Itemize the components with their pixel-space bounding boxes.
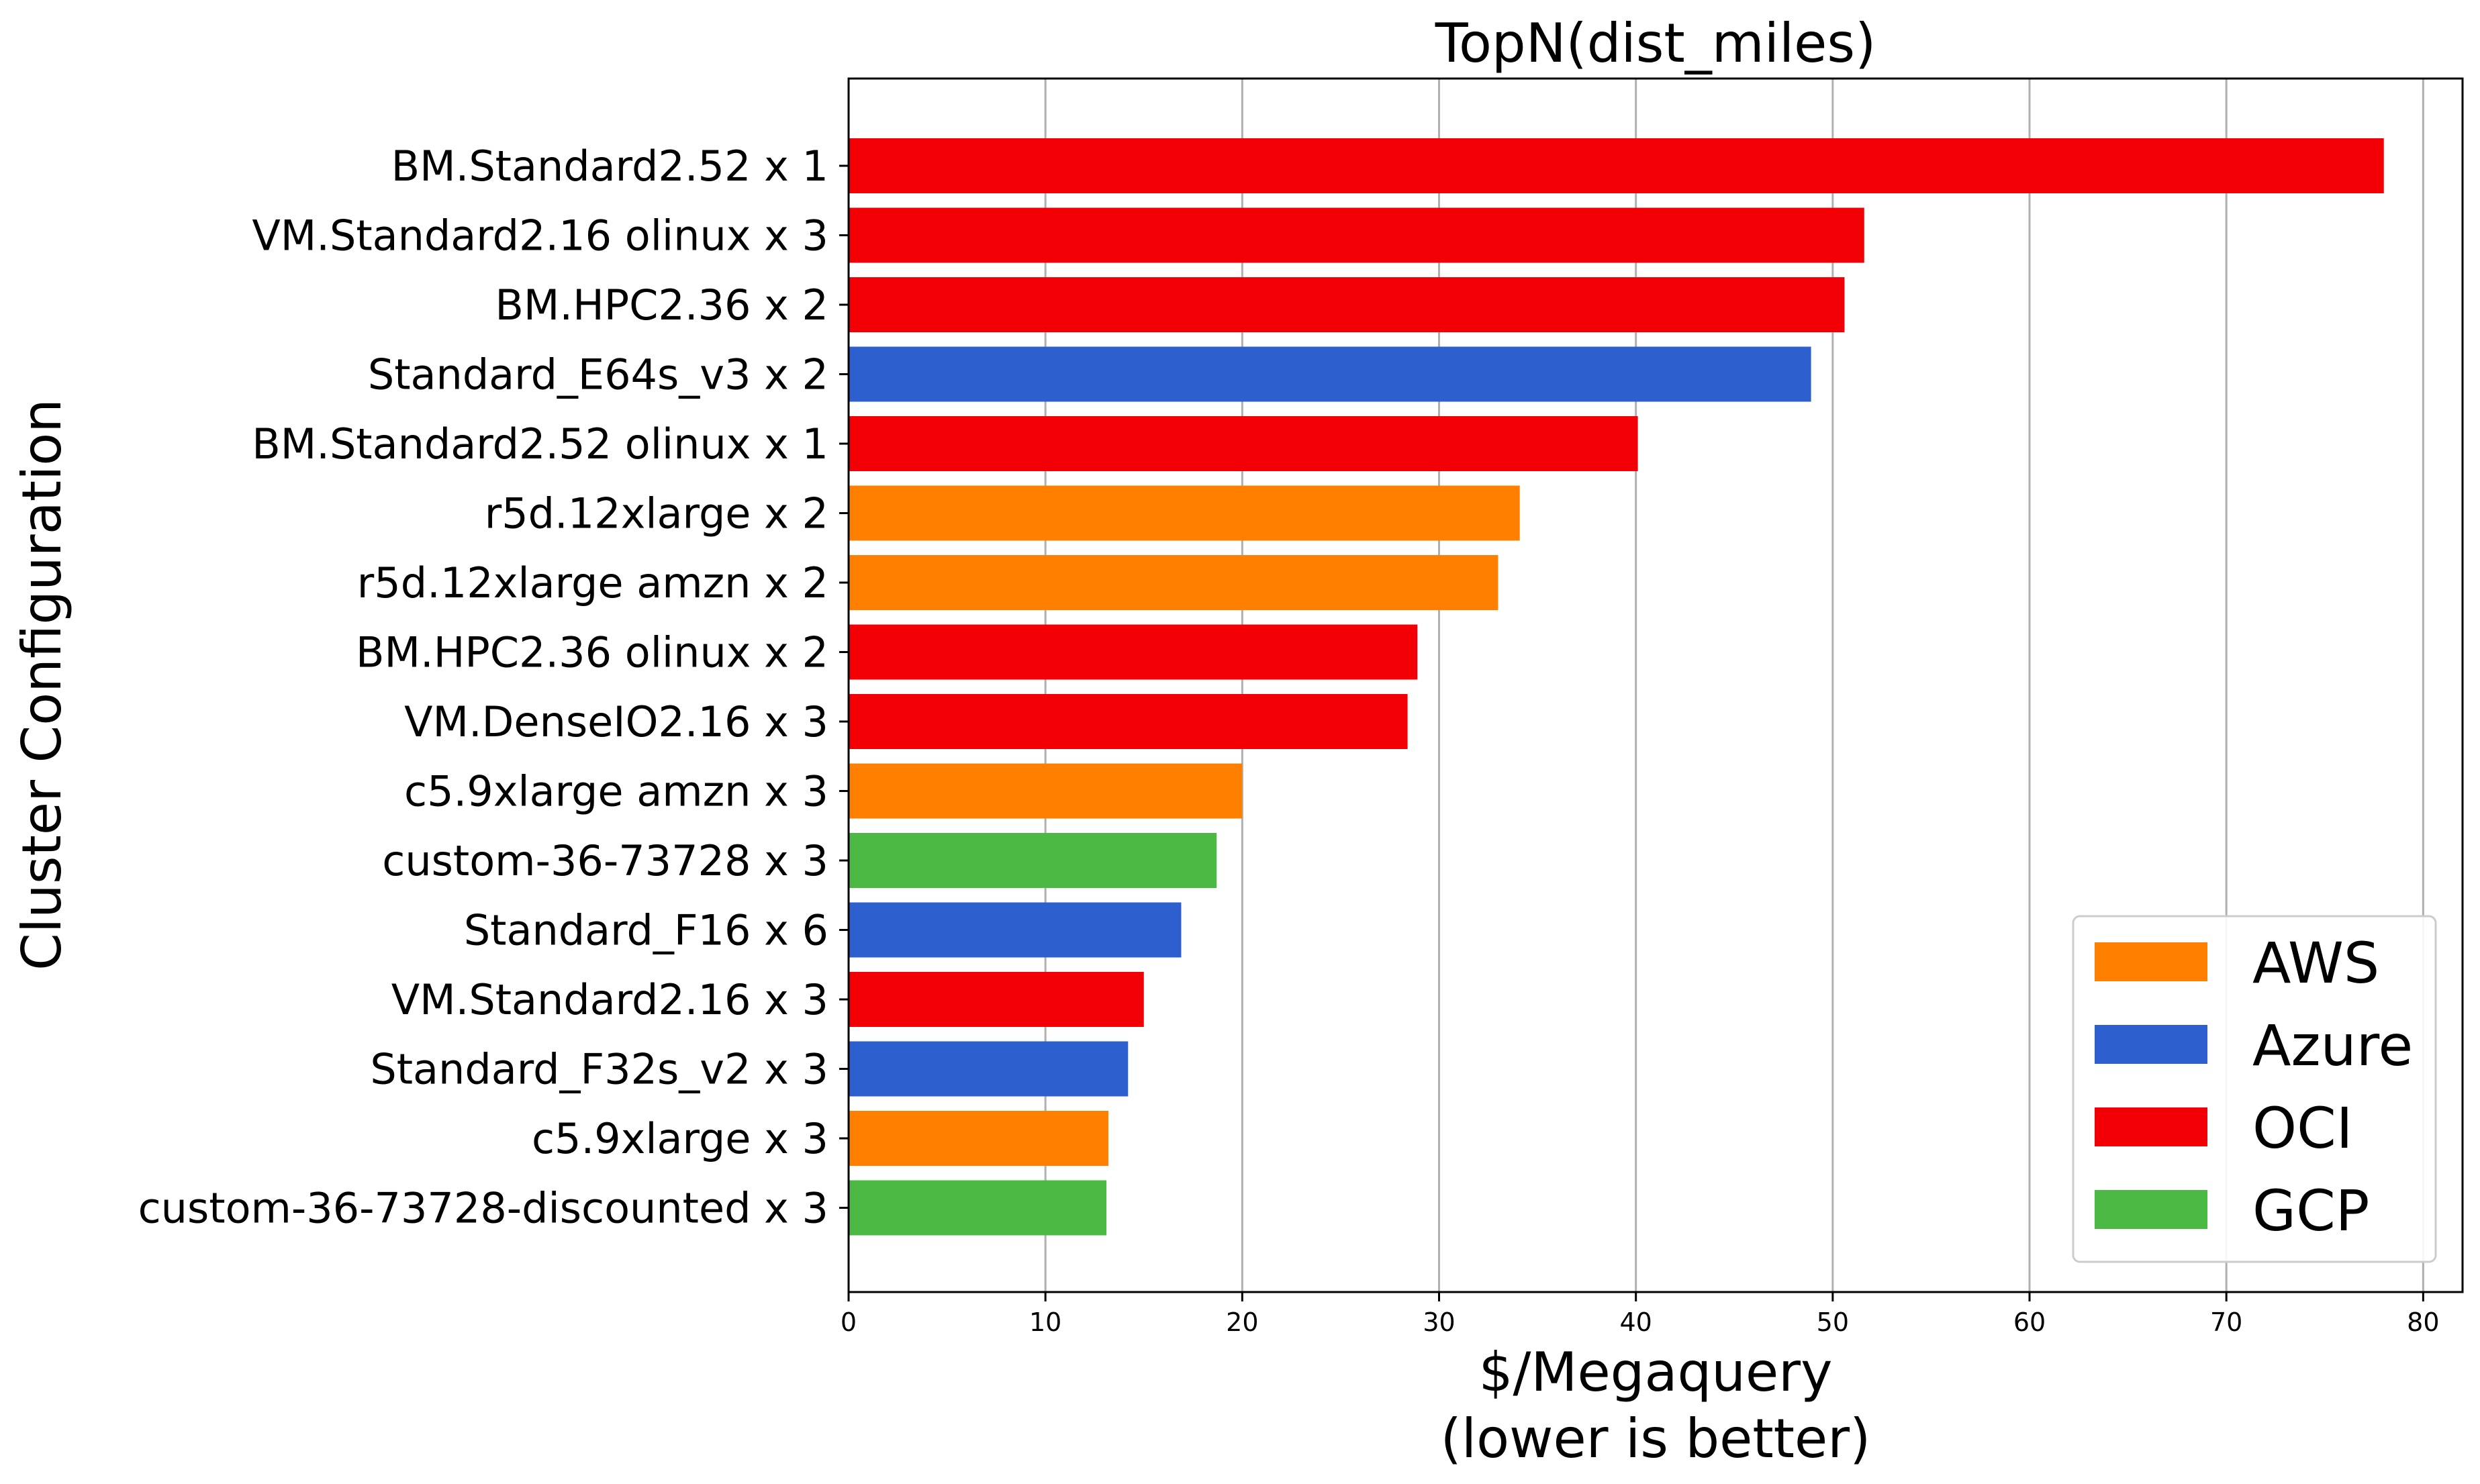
y-category-label: BM.Standard2.52 olinux x 1 bbox=[252, 419, 828, 468]
legend-swatch bbox=[2095, 1107, 2207, 1146]
y-category-label: VM.DenseIO2.16 x 3 bbox=[404, 697, 828, 746]
y-category-label: custom-36-73728-discounted x 3 bbox=[138, 1184, 828, 1233]
y-category-label: Standard_E64s_v3 x 2 bbox=[368, 350, 828, 399]
bar bbox=[849, 277, 1845, 332]
y-category-label: BM.HPC2.36 x 2 bbox=[495, 281, 828, 330]
x-tick-label: 80 bbox=[2407, 1307, 2439, 1337]
bar bbox=[849, 833, 1217, 888]
bar bbox=[849, 1180, 1107, 1236]
x-axis-ticks: 0 10 20 30 40 50 60 70 80 bbox=[841, 1292, 2440, 1337]
x-tick-label: 60 bbox=[2013, 1307, 2046, 1337]
bar bbox=[849, 555, 1498, 610]
y-category-label: r5d.12xlarge x 2 bbox=[485, 489, 828, 538]
x-tick-label: 10 bbox=[1029, 1307, 1061, 1337]
legend-label: Azure bbox=[2252, 1013, 2413, 1079]
legend-label: OCI bbox=[2252, 1095, 2353, 1161]
bar bbox=[849, 346, 1811, 402]
bar bbox=[849, 972, 1144, 1027]
bar bbox=[849, 485, 1520, 541]
x-axis-label-line1: $/Megaquery bbox=[1479, 1341, 1833, 1403]
bar bbox=[849, 763, 1243, 819]
bar bbox=[849, 207, 1864, 263]
legend: AWS Azure OCI GCP bbox=[2072, 915, 2437, 1263]
y-category-label: custom-36-73728 x 3 bbox=[382, 836, 828, 885]
x-tick-label: 40 bbox=[1620, 1307, 1652, 1337]
legend-swatch bbox=[2095, 1025, 2207, 1064]
x-tick-label: 30 bbox=[1423, 1307, 1455, 1337]
bar bbox=[849, 624, 1418, 680]
x-tick-label: 20 bbox=[1226, 1307, 1258, 1337]
legend-items: AWS Azure OCI GCP bbox=[2095, 930, 2413, 1244]
y-category-label: Standard_F32s_v2 x 3 bbox=[370, 1045, 828, 1094]
x-axis-label-line2: (lower is better) bbox=[1441, 1407, 1871, 1470]
bar bbox=[849, 1041, 1129, 1097]
y-category-label: BM.Standard2.52 x 1 bbox=[391, 142, 828, 191]
y-category-label: VM.Standard2.16 x 3 bbox=[391, 975, 828, 1024]
y-category-label: c5.9xlarge x 3 bbox=[532, 1114, 828, 1163]
y-category-label: BM.HPC2.36 olinux x 2 bbox=[356, 628, 828, 677]
bar bbox=[849, 138, 2384, 193]
bars bbox=[849, 138, 2384, 1236]
y-axis-label: Cluster Configuration bbox=[11, 399, 73, 971]
y-category-label: Standard_F16 x 6 bbox=[464, 906, 828, 955]
y-category-label: r5d.12xlarge amzn x 2 bbox=[357, 558, 828, 607]
y-category-label: VM.Standard2.16 olinux x 3 bbox=[252, 211, 828, 260]
x-tick-label: 70 bbox=[2210, 1307, 2242, 1337]
legend-swatch bbox=[2095, 942, 2207, 981]
bar bbox=[849, 694, 1408, 749]
legend-label: AWS bbox=[2252, 930, 2379, 996]
plot-frame bbox=[847, 77, 2464, 1293]
x-tick-label: 0 bbox=[841, 1307, 857, 1337]
legend-swatch bbox=[2095, 1190, 2207, 1229]
bar bbox=[849, 1111, 1108, 1166]
y-category-label: c5.9xlarge amzn x 3 bbox=[404, 767, 828, 816]
legend-label: GCP bbox=[2252, 1178, 2369, 1244]
x-tick-label: 50 bbox=[1817, 1307, 1849, 1337]
y-axis-category-labels: BM.Standard2.52 x 1 VM.Standard2.16 olinu… bbox=[138, 142, 849, 1233]
chart-title: TopN(dist_miles) bbox=[1435, 12, 1876, 75]
legend-box bbox=[2072, 915, 2437, 1263]
bar bbox=[849, 416, 1638, 471]
bar bbox=[849, 902, 1182, 958]
